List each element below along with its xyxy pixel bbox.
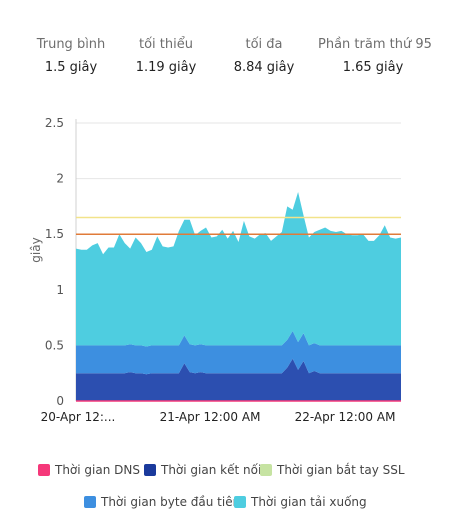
y-tick-label: 0 [56,394,64,408]
legend-label-download: Thời gian tải xuống [251,495,367,509]
summary-stats: Trung bình 1.5 giây tối thiểu 1.19 giây … [0,36,450,84]
y-tick-label: 2 [56,172,64,186]
y-tick-label: 1 [56,283,64,297]
legend-swatch-dns [38,464,50,476]
stacked-areas [76,191,401,402]
stat-95th-percentile: Phần trăm thứ 95 1.65 giây [318,36,432,77]
legend-label-dns: Thời gian DNS [55,463,140,477]
x-tick-label: 22-Apr 12:00 AM [295,410,396,424]
area-series-3 [76,330,401,375]
area-series-4 [76,191,401,347]
reference-lines [76,216,401,235]
response-time-chart: 2.5 2 1.5 1 0.5 0 20-Apr 12:... 21-Apr 12:00 A… [29,116,401,424]
stat-minimum-value: 1.19 giây [135,60,197,75]
stat-maximum-value: 8.84 giây [233,60,295,75]
x-tick-label: 21-Apr 12:00 AM [160,410,261,424]
stat-minimum: tối thiểu 1.19 giây [111,36,221,77]
stat-95th-percentile-label: Phần trăm thứ 95 [318,37,432,52]
legend-item-first-byte[interactable]: Thời gian byte đầu tiên [84,495,240,509]
stat-average: Trung bình 1.5 giây [16,36,126,77]
stat-maximum-label: tối đa [245,37,283,52]
stat-95th-percentile-value: 1.65 giây [342,60,404,75]
x-tick-label: 20-Apr 12:... [41,410,116,424]
y-axis-ticks: 2.5 2 1.5 1 0.5 0 [45,116,64,408]
legend-label-first-byte: Thời gian byte đầu tiên [101,495,241,509]
legend-item-connect[interactable]: Thời gian kết nối [144,463,261,477]
legend-item-ssl[interactable]: Thời gian bắt tay SSL [260,463,405,477]
y-tick-label: 0.5 [45,338,64,352]
legend-swatch-ssl [260,464,272,476]
stat-average-value: 1.5 giây [44,60,98,75]
legend-swatch-download [234,496,246,508]
legend-item-download[interactable]: Thời gian tải xuống [234,495,367,509]
legend-label-ssl: Thời gian bắt tay SSL [277,463,405,477]
area-series-1 [76,358,401,401]
legend-swatch-connect [144,464,156,476]
y-axis-label: giây [29,237,43,262]
y-tick-label: 1.5 [45,227,64,241]
legend-item-dns[interactable]: Thời gian DNS [38,463,140,477]
stat-average-label: Trung bình [36,37,106,52]
legend-swatch-first-byte [84,496,96,508]
stat-maximum: tối đa 8.84 giây [209,36,319,77]
y-tick-label: 2.5 [45,116,64,130]
x-axis-ticks: 20-Apr 12:... 21-Apr 12:00 AM 22-Apr 12:00… [41,410,396,424]
legend-label-connect: Thời gian kết nối [161,463,262,477]
stat-minimum-label: tối thiểu [139,37,193,52]
